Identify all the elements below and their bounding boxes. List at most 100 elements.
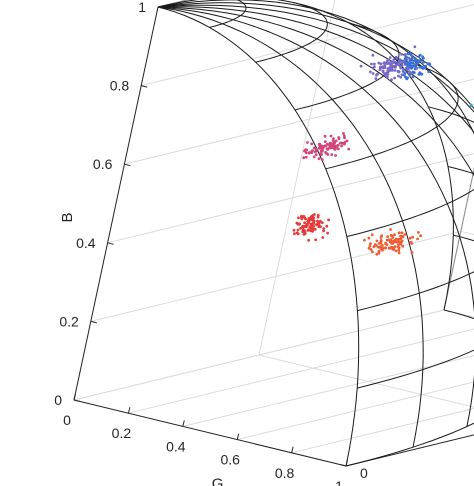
- grid-line: [258, 354, 474, 408]
- scatter-point: [381, 70, 385, 74]
- scatter-point: [376, 245, 380, 249]
- scatter-point: [306, 229, 310, 232]
- scatter-point: [333, 141, 336, 145]
- scatter-point: [304, 155, 308, 159]
- scatter-point: [393, 76, 396, 80]
- scatter-point: [369, 248, 373, 251]
- scatter-point: [314, 153, 318, 157]
- scatter-point: [379, 62, 383, 66]
- scatter-point: [325, 224, 329, 228]
- scatter-point: [418, 71, 422, 74]
- mesh-line: [157, 0, 454, 311]
- tick-mark: [107, 242, 114, 245]
- scatter-point: [374, 77, 378, 80]
- scatter-point: [410, 66, 413, 70]
- scatter-point: [319, 146, 322, 150]
- scatter-point: [332, 146, 335, 150]
- scatter-point: [371, 72, 375, 75]
- x-tick-label: 0.6: [220, 452, 240, 468]
- scatter-point: [389, 69, 393, 72]
- scatter-point: [413, 59, 417, 63]
- scatter-point: [329, 146, 332, 150]
- scatter-point: [412, 64, 416, 68]
- scatter-point: [397, 231, 401, 235]
- scatter-point: [397, 251, 401, 255]
- mesh-line: [346, 106, 474, 237]
- scatter-point: [416, 237, 419, 241]
- scatter-point: [394, 249, 398, 253]
- tick-mark: [73, 393, 76, 401]
- scatter-point: [374, 244, 378, 247]
- scatter-point: [371, 250, 374, 254]
- axis-line-b: [73, 6, 159, 401]
- scatter-point: [411, 235, 415, 239]
- scatter-point: [398, 59, 401, 62]
- scatter-point: [339, 141, 342, 145]
- scatter-point: [377, 249, 381, 253]
- scatter-point: [400, 53, 403, 56]
- scatter-point: [305, 223, 308, 226]
- scatter-point: [317, 157, 321, 161]
- scatter-point: [399, 75, 403, 79]
- x-tick-label: 0.2: [112, 425, 132, 441]
- x-axis-label: G: [212, 475, 224, 486]
- scatter-point: [367, 246, 371, 250]
- z-tick-label: 1: [138, 0, 146, 15]
- scatter-point: [371, 66, 375, 70]
- scatter-point: [383, 61, 386, 65]
- scatter-point: [307, 151, 311, 155]
- x-tick-label: 1: [335, 478, 343, 486]
- scatter-point: [303, 230, 307, 234]
- scatter-point: [336, 144, 340, 147]
- scatter-point: [322, 227, 326, 231]
- scatter-point: [384, 242, 388, 246]
- scatter-point: [317, 225, 321, 229]
- scatter-point: [370, 233, 374, 237]
- scatter-point: [371, 53, 375, 57]
- scatter-point: [397, 248, 401, 252]
- grid-line: [107, 153, 474, 244]
- z-tick-label: 0: [54, 392, 62, 408]
- scatter-point: [397, 245, 400, 249]
- grid-line: [345, 434, 474, 467]
- scatter-point: [331, 139, 335, 143]
- scatter-point: [402, 59, 406, 63]
- scatter-point: [469, 104, 473, 108]
- scatter-point: [310, 218, 313, 221]
- scatter-point: [381, 65, 384, 69]
- scatter-point: [337, 136, 341, 139]
- scatter-point: [413, 45, 417, 49]
- scatter-point: [296, 228, 300, 232]
- scatter-point: [428, 63, 432, 67]
- z-tick-label: 0.8: [110, 78, 130, 94]
- scatter-point: [419, 234, 422, 238]
- scatter-point: [400, 64, 404, 67]
- scatter-point: [377, 242, 381, 245]
- scatter-point: [389, 241, 393, 245]
- scatter-point: [386, 72, 390, 76]
- scatter-point: [299, 226, 302, 230]
- scatter-point: [321, 236, 325, 239]
- mesh-line: [357, 166, 474, 312]
- scatter-point: [347, 147, 351, 151]
- tick-mark: [236, 433, 240, 440]
- scatter-point: [312, 225, 316, 228]
- scatter-point: [397, 62, 401, 65]
- scatter-point: [379, 239, 383, 242]
- mesh-line: [157, 6, 474, 427]
- scatter-point: [309, 216, 313, 219]
- scatter-point: [341, 141, 345, 145]
- z-tick-label: 0.6: [93, 156, 113, 172]
- scatter-point: [389, 239, 393, 243]
- scatter-point: [384, 246, 387, 250]
- scatter-point: [385, 238, 389, 242]
- scatter-point: [381, 248, 384, 252]
- scatter-point: [304, 217, 307, 221]
- scatter-point: [327, 218, 330, 222]
- scatter-point: [394, 63, 398, 67]
- scatter-point: [312, 227, 315, 231]
- grid-line: [141, 4, 474, 87]
- scatter-point: [403, 53, 407, 56]
- scatter-point: [397, 243, 400, 247]
- grid-line: [124, 78, 474, 165]
